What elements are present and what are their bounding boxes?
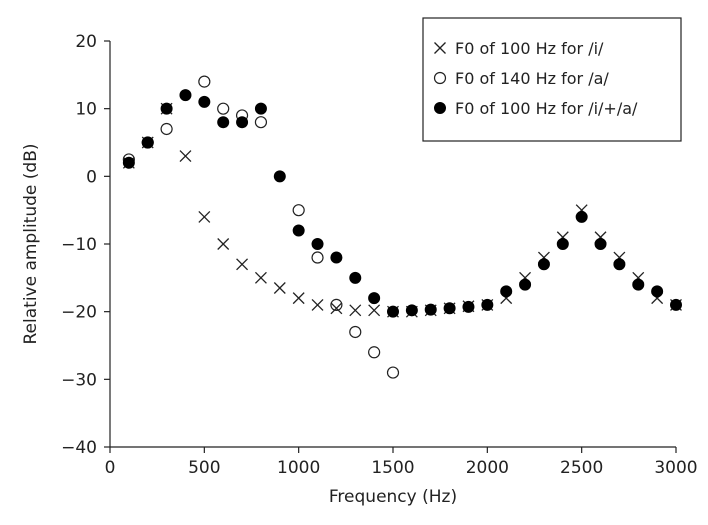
legend-label: F0 of 100 Hz for /i/ (455, 39, 604, 58)
data-point-cross (292, 292, 305, 305)
data-point-filled-circle (141, 136, 154, 149)
series-cross (122, 102, 682, 318)
data-point-filled-circle (273, 170, 286, 183)
data-point-filled-circle (575, 210, 588, 223)
y-tick-label: 10 (75, 100, 97, 120)
data-point-filled-circle (160, 102, 173, 115)
ticks: 0 500 1000 1500 2000 2500 3000 −40 −30 −20 −10 0 10 2… (61, 32, 698, 478)
x-tick-label: 2500 (560, 458, 603, 478)
series-filled-circle (122, 89, 682, 318)
y-axis-title: Relative amplitude (dB) (21, 144, 41, 345)
data-point-cross (273, 282, 286, 294)
data-markers (122, 75, 682, 379)
y-tick-label: 20 (75, 32, 97, 52)
data-point-cross (254, 271, 267, 284)
y-tick-label: −20 (61, 303, 97, 323)
legend-marker-filled-circle (434, 102, 446, 114)
data-point-filled-circle (292, 224, 305, 237)
legend-label: F0 of 140 Hz for /a/ (455, 69, 609, 88)
y-tick-label: −40 (61, 438, 97, 458)
data-point-filled-circle (405, 304, 418, 317)
data-point-filled-circle (537, 258, 550, 271)
data-point-filled-circle (424, 303, 437, 316)
x-tick-label: 1500 (371, 458, 414, 478)
data-point-filled-circle (519, 278, 532, 291)
data-point-filled-circle (387, 305, 399, 318)
data-point-filled-circle (462, 300, 475, 313)
data-point-open-circle (368, 346, 381, 359)
data-point-filled-circle (122, 156, 135, 169)
data-point-open-circle (160, 122, 173, 136)
data-point-cross (368, 304, 381, 317)
data-point-filled-circle (217, 116, 230, 129)
x-tick-label: 2000 (466, 458, 509, 478)
legend: F0 of 100 Hz for /i/F0 of 140 Hz for /a/… (422, 17, 682, 142)
legend-label: F0 of 100 Hz for /i/+/a/ (455, 99, 638, 118)
legend-box (422, 17, 682, 142)
legend-marker-cross (434, 42, 446, 54)
data-point-filled-circle (368, 292, 381, 305)
data-point-cross (349, 304, 362, 317)
data-point-filled-circle (236, 116, 249, 129)
data-point-filled-circle (198, 95, 211, 108)
y-tick-label: −10 (61, 235, 97, 255)
data-point-cross (236, 258, 249, 271)
data-point-open-circle (198, 75, 211, 88)
data-point-open-circle (217, 102, 230, 115)
series-open-circle (122, 75, 400, 379)
x-tick-label: 1000 (277, 458, 320, 478)
data-point-open-circle (292, 204, 305, 217)
data-point-cross (217, 238, 230, 250)
data-point-filled-circle (179, 89, 192, 102)
data-point-open-circle (254, 116, 268, 129)
y-tick-label: −30 (61, 370, 97, 390)
data-point-filled-circle (330, 251, 343, 264)
x-tick-label: 0 (105, 458, 116, 478)
data-point-cross (198, 210, 211, 223)
x-axis-title: Frequency (Hz) (329, 487, 457, 507)
data-point-cross (179, 150, 192, 162)
data-point-filled-circle (556, 238, 569, 250)
data-point-filled-circle (443, 302, 456, 315)
data-point-filled-circle (311, 238, 324, 250)
data-point-filled-circle (349, 271, 362, 284)
x-tick-label: 500 (188, 458, 220, 478)
data-point-filled-circle (481, 298, 494, 311)
data-point-filled-circle (500, 285, 513, 298)
data-point-open-circle (349, 325, 362, 339)
data-point-filled-circle (254, 102, 267, 115)
y-tick-label: 0 (86, 167, 97, 187)
data-point-open-circle (386, 366, 400, 379)
legend-marker-open-circle (433, 71, 447, 85)
data-point-open-circle (311, 251, 324, 264)
data-point-filled-circle (613, 258, 626, 271)
data-point-filled-circle (670, 298, 682, 311)
data-point-filled-circle (651, 285, 664, 298)
data-point-cross (330, 302, 343, 315)
data-point-cross (311, 298, 324, 311)
data-point-open-circle (330, 298, 343, 311)
data-point-filled-circle (632, 278, 645, 291)
data-point-filled-circle (594, 238, 607, 250)
x-tick-label: 3000 (654, 458, 697, 478)
